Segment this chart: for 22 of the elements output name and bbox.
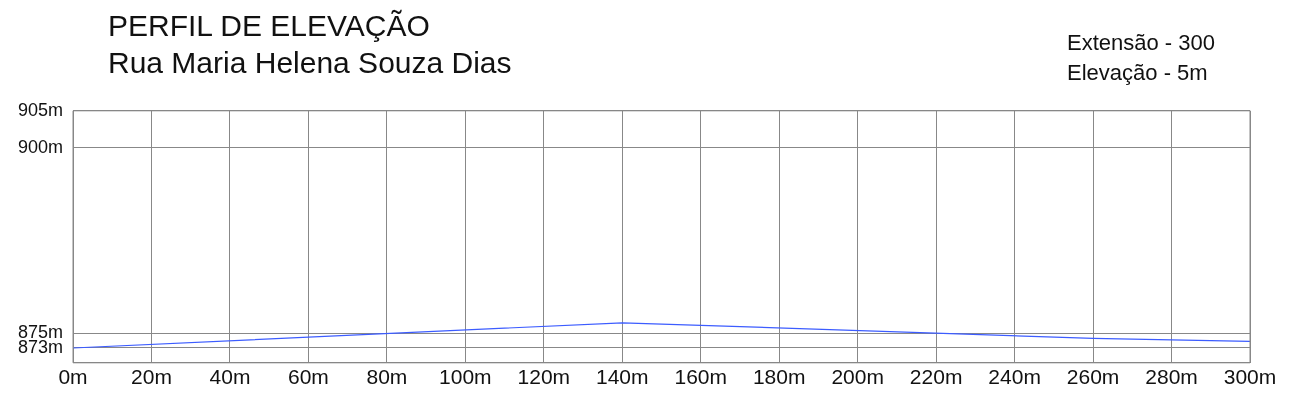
- x-tick-label: 240m: [988, 365, 1041, 389]
- x-tick-label: 260m: [1066, 365, 1120, 389]
- x-tick-label: 220m: [909, 365, 963, 389]
- x-tick-label: 80m: [366, 365, 408, 389]
- x-tick-label: 0m: [58, 365, 88, 389]
- text: Elevação - 5m: [1067, 59, 1209, 87]
- x-tick-label: 200m: [831, 365, 884, 389]
- chart-title: PERFIL DE ELEVAÇÃO: [108, 8, 431, 44]
- chart-subtitle: Rua Maria Helena Souza Dias: [108, 45, 512, 81]
- text: Extensão - 300: [1067, 29, 1215, 57]
- x-tick-label: 60m: [287, 365, 329, 389]
- y-tick-label: 905m: [18, 99, 64, 120]
- x-tick-label: 140m: [596, 365, 649, 389]
- y-tick-label: 900m: [18, 136, 64, 157]
- x-tick-label: 280m: [1145, 365, 1198, 389]
- x-tick-label: 20m: [131, 365, 172, 389]
- x-tick-label: 120m: [517, 365, 571, 389]
- x-tick-label: 300m: [1223, 365, 1277, 389]
- x-tick-label: 160m: [674, 365, 728, 389]
- x-tick-label: 100m: [439, 365, 492, 389]
- x-tick-label: 40m: [209, 365, 251, 389]
- x-tick-label: 180m: [752, 365, 806, 389]
